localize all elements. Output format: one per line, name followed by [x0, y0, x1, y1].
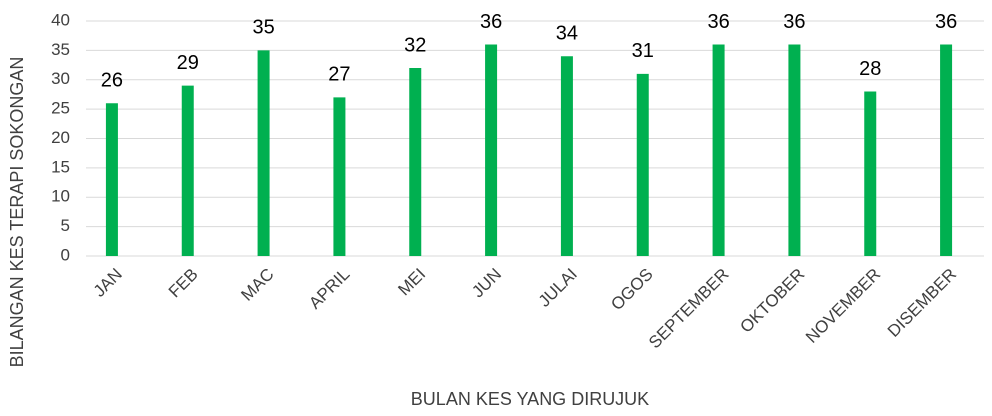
data-label: 29: [177, 52, 199, 74]
bar: [333, 97, 346, 256]
x-axis-title: BULAN KES YANG DIRUJUK: [411, 389, 649, 409]
bar: [940, 44, 953, 256]
x-tick-label: MAC: [237, 265, 277, 305]
bar: [788, 44, 801, 256]
data-label: 35: [252, 17, 274, 39]
bar: [864, 91, 877, 256]
y-tick-label: 25: [51, 99, 70, 118]
bar: [409, 68, 422, 256]
x-tick-label: DISEMBER: [884, 265, 960, 341]
bar: [485, 44, 498, 256]
y-tick-label: 0: [61, 245, 70, 264]
x-tick-label: OGOS: [607, 265, 657, 315]
data-label: 36: [480, 11, 502, 33]
x-tick-label: JULAI: [535, 265, 581, 311]
bar: [560, 56, 573, 256]
bar: [636, 73, 649, 256]
data-label: 28: [859, 58, 881, 80]
data-label: 36: [707, 11, 729, 33]
x-tick-label: JUN: [468, 265, 505, 302]
bar: [105, 103, 118, 256]
y-axis-title: BILANGAN KES TERAPI SOKONGAN: [7, 57, 27, 368]
y-tick-label: 5: [61, 216, 70, 235]
bar: [257, 50, 270, 256]
data-label: 32: [404, 34, 426, 56]
data-label: 26: [101, 70, 123, 92]
y-tick-label: 35: [51, 40, 70, 59]
bar: [181, 85, 194, 256]
y-tick-label: 20: [51, 128, 70, 147]
data-label: 36: [783, 11, 805, 33]
x-tick-label: NOVEMBER: [802, 265, 884, 347]
x-tick-label: MEI: [394, 265, 429, 300]
x-tick-label: FEB: [165, 265, 202, 302]
data-label: 36: [935, 11, 957, 33]
data-label: 34: [556, 23, 578, 45]
data-label: 27: [328, 64, 350, 86]
x-tick-label: APRIL: [305, 265, 353, 313]
x-tick-label: JAN: [90, 265, 126, 301]
data-label: 31: [632, 40, 654, 62]
bar: [712, 44, 725, 256]
y-tick-label: 30: [51, 69, 70, 88]
y-tick-label: 10: [51, 187, 70, 206]
y-tick-label: 40: [51, 10, 70, 29]
y-tick-label: 15: [51, 157, 70, 176]
x-tick-label: SEPTEMBER: [645, 265, 733, 353]
x-tick-label: OKTOBER: [736, 265, 808, 337]
